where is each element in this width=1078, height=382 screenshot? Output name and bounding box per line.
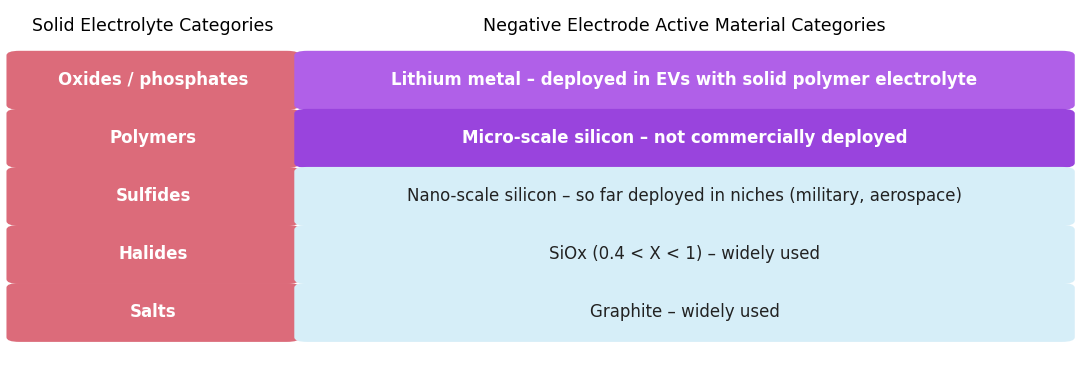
FancyBboxPatch shape xyxy=(294,167,1075,226)
FancyBboxPatch shape xyxy=(294,283,1075,342)
FancyBboxPatch shape xyxy=(6,167,300,226)
Text: Graphite – widely used: Graphite – widely used xyxy=(590,303,779,322)
Text: Lithium metal – deployed in EVs with solid polymer electrolyte: Lithium metal – deployed in EVs with sol… xyxy=(391,71,978,89)
Text: Oxides / phosphates: Oxides / phosphates xyxy=(58,71,248,89)
Text: SiOx (0.4 < X < 1) – widely used: SiOx (0.4 < X < 1) – widely used xyxy=(549,245,820,264)
FancyBboxPatch shape xyxy=(294,109,1075,168)
Text: Sulfides: Sulfides xyxy=(115,187,191,206)
Text: Nano-scale silicon – so far deployed in niches (military, aerospace): Nano-scale silicon – so far deployed in … xyxy=(407,187,962,206)
FancyBboxPatch shape xyxy=(294,225,1075,284)
FancyBboxPatch shape xyxy=(6,109,300,168)
Text: Halides: Halides xyxy=(119,245,188,264)
Text: Salts: Salts xyxy=(129,303,177,322)
Text: Solid Electrolyte Categories: Solid Electrolyte Categories xyxy=(32,17,274,35)
FancyBboxPatch shape xyxy=(6,51,300,110)
Text: Micro-scale silicon – not commercially deployed: Micro-scale silicon – not commercially d… xyxy=(461,129,908,147)
Text: Negative Electrode Active Material Categories: Negative Electrode Active Material Categ… xyxy=(483,17,886,35)
Text: Polymers: Polymers xyxy=(110,129,196,147)
FancyBboxPatch shape xyxy=(6,283,300,342)
FancyBboxPatch shape xyxy=(6,225,300,284)
FancyBboxPatch shape xyxy=(294,51,1075,110)
